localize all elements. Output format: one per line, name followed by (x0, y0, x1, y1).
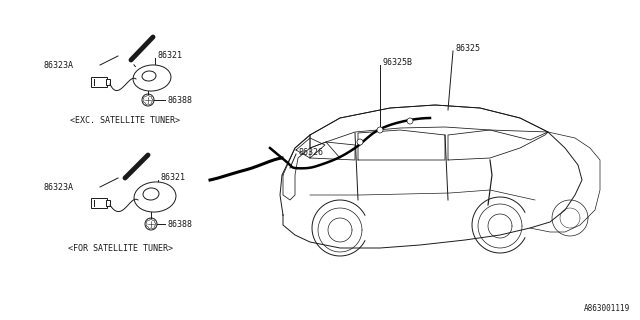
Circle shape (357, 139, 363, 145)
Text: 96325B: 96325B (382, 58, 412, 67)
Bar (91, 77, 107, 87)
Ellipse shape (142, 71, 156, 81)
Text: 86321: 86321 (160, 172, 185, 181)
Circle shape (377, 127, 383, 133)
Circle shape (142, 94, 154, 106)
Text: 86326: 86326 (298, 148, 323, 156)
Circle shape (407, 118, 413, 124)
Text: <FOR SATELLITE TUNER>: <FOR SATELLITE TUNER> (67, 244, 173, 252)
Bar (91, 198, 107, 208)
Circle shape (145, 218, 157, 230)
Text: 86321: 86321 (157, 51, 182, 60)
Text: 86323A: 86323A (43, 60, 73, 69)
Text: <EXC. SATELLITE TUNER>: <EXC. SATELLITE TUNER> (70, 116, 180, 124)
Bar (106, 79, 110, 85)
Ellipse shape (133, 65, 171, 91)
Ellipse shape (143, 188, 159, 200)
Text: 86388: 86388 (167, 220, 192, 228)
Text: 86325: 86325 (455, 44, 480, 52)
Bar (106, 200, 110, 206)
Text: A863001119: A863001119 (584, 304, 630, 313)
Text: 86388: 86388 (167, 95, 192, 105)
Text: 86323A: 86323A (43, 182, 73, 191)
Ellipse shape (134, 182, 176, 212)
